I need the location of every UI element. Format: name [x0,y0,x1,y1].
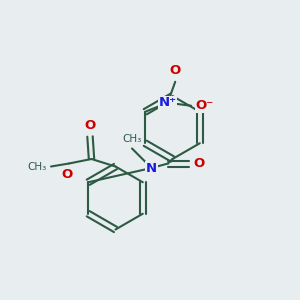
Text: CH₃: CH₃ [122,134,142,144]
Text: O: O [194,157,205,170]
Text: O: O [84,119,96,132]
Text: N⁺: N⁺ [159,96,177,109]
Text: N: N [146,161,157,175]
Text: O⁻: O⁻ [196,99,214,112]
Text: O: O [62,168,73,181]
Text: CH₃: CH₃ [27,161,46,172]
Text: O: O [169,64,181,77]
